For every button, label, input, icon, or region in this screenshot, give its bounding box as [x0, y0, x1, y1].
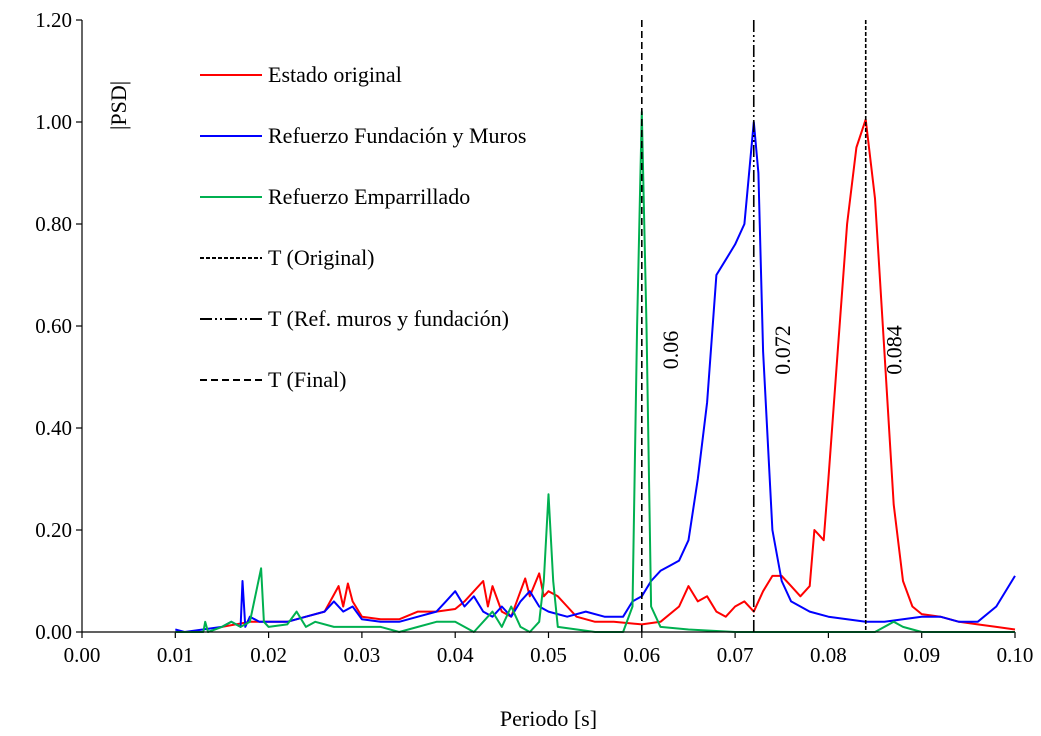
period-annotations: 0.084 0.072 0.06 — [658, 325, 907, 375]
y-tick-label: 1.20 — [35, 8, 72, 32]
legend-label-4: T (Original) — [268, 245, 375, 270]
axis-ticks — [76, 19, 1016, 638]
y-tick-label: 0.60 — [35, 314, 72, 338]
period-lines — [640, 20, 867, 632]
x-tick-label: 0.02 — [250, 643, 287, 667]
x-tick-label: 0.01 — [157, 643, 194, 667]
legend: Estado original Refuerzo Fundación y Muro… — [200, 62, 526, 392]
series-line-2 — [175, 121, 1016, 633]
series-line-3 — [175, 110, 1015, 633]
legend-label-3: Refuerzo Emparrillado — [268, 184, 470, 209]
x-axis-title: Periodo [s] — [500, 706, 597, 731]
series-lines — [175, 110, 1016, 633]
y-tick-label: 0.20 — [35, 518, 72, 542]
legend-label-6: T (Final) — [268, 367, 346, 392]
x-tick-label: 0.07 — [717, 643, 754, 667]
x-tick-label: 0.03 — [344, 643, 381, 667]
x-tick-label: 0.08 — [810, 643, 847, 667]
x-tick-label: 0.06 — [623, 643, 660, 667]
y-tick-label: 0.40 — [35, 416, 72, 440]
x-tick-label: 0.04 — [437, 643, 474, 667]
x-tick-label: 0.05 — [530, 643, 567, 667]
y-tick-labels: 0.00 0.20 0.40 0.60 0.80 1.00 1.20 — [35, 8, 72, 644]
x-tick-label: 0.10 — [997, 643, 1034, 667]
vertical-line-label-3: 0.06 — [658, 331, 683, 370]
legend-label-2: Refuerzo Fundación y Muros — [268, 123, 526, 148]
legend-label-1: Estado original — [268, 62, 402, 87]
y-tick-label: 0.00 — [35, 620, 72, 644]
legend-label-5: T (Ref. muros y fundación) — [268, 306, 509, 331]
vertical-line-label-2: 0.072 — [770, 325, 795, 375]
y-axis-title: |PSD| — [106, 81, 131, 130]
axes — [81, 20, 1015, 633]
x-tick-label: 0.09 — [903, 643, 940, 667]
y-tick-label: 0.80 — [35, 212, 72, 236]
y-tick-label: 1.00 — [35, 110, 72, 134]
x-tick-label: 0.00 — [64, 643, 101, 667]
vertical-line-label-1: 0.084 — [882, 325, 907, 375]
x-tick-labels: 0.00 0.01 0.02 0.03 0.04 0.05 0.06 0.07 0.08 0.09… — [64, 643, 1034, 667]
series-line-1 — [221, 118, 1016, 631]
